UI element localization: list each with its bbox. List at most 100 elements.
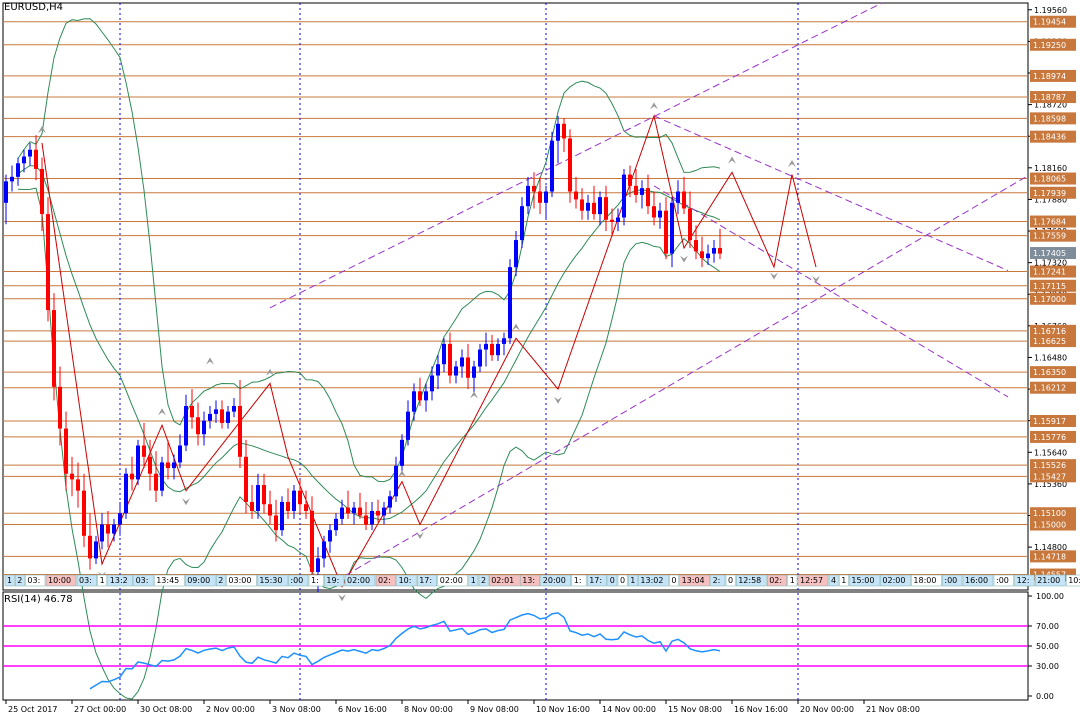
time-marker-label: 02: bbox=[378, 576, 391, 585]
candle-body bbox=[592, 202, 596, 215]
rsi-tick-label: 50.00 bbox=[1036, 642, 1059, 651]
time-marker-box bbox=[710, 574, 726, 587]
candle-body bbox=[442, 343, 446, 365]
time-marker-label: 13:02 bbox=[640, 576, 663, 585]
time-marker-box bbox=[838, 574, 849, 587]
candle-body bbox=[550, 140, 554, 192]
candle-body bbox=[520, 206, 524, 241]
candle-body bbox=[196, 417, 200, 435]
candle-body bbox=[706, 253, 710, 259]
level-price-tag bbox=[1030, 265, 1076, 278]
time-marker-box bbox=[880, 574, 911, 587]
level-price-label: 1.15776 bbox=[1033, 433, 1066, 442]
fractal-marker bbox=[338, 594, 346, 602]
rsi-tick-label: 100.00 bbox=[1036, 592, 1064, 601]
time-marker-box bbox=[45, 574, 77, 587]
candle-body bbox=[100, 524, 104, 542]
candle-body bbox=[688, 208, 692, 241]
candle-body bbox=[694, 240, 698, 252]
rsi-tick-label: 30.00 bbox=[1036, 662, 1059, 671]
candle-body bbox=[526, 185, 530, 207]
time-marker-label: 1 bbox=[7, 576, 12, 585]
level-price-label: 1.14718 bbox=[1033, 552, 1066, 561]
candle-body bbox=[4, 181, 8, 203]
candle-body bbox=[544, 191, 548, 203]
level-price-tag bbox=[1030, 366, 1076, 379]
candle-body bbox=[718, 247, 722, 254]
level-price-label: 1.15917 bbox=[1033, 417, 1066, 426]
time-marker-label: 21:00 bbox=[1037, 576, 1060, 585]
time-marker-box bbox=[76, 574, 97, 587]
candle-body bbox=[94, 541, 98, 559]
time-marker-label: 19: bbox=[326, 576, 339, 585]
trend-channel-line bbox=[269, 2, 883, 309]
chart-title: EURUSD,H4 bbox=[4, 2, 64, 13]
candle-body bbox=[640, 188, 644, 195]
level-price-label: 1.16625 bbox=[1033, 337, 1066, 346]
level-price-label: 1.15000 bbox=[1033, 521, 1066, 530]
fractal-marker bbox=[206, 357, 214, 365]
time-marker-label: 15:00 bbox=[851, 576, 874, 585]
candle-body bbox=[262, 485, 266, 505]
level-price-tag bbox=[1030, 130, 1076, 143]
time-marker-box bbox=[797, 574, 829, 587]
time-marker-label: 4 bbox=[831, 576, 836, 585]
price-tick-label: 1.15640 bbox=[1034, 448, 1067, 457]
candle-body bbox=[490, 343, 494, 356]
price-tick-label: 1.16480 bbox=[1034, 353, 1067, 362]
time-marker-label: 2 bbox=[481, 576, 486, 585]
candle-body bbox=[334, 518, 338, 531]
candle-body bbox=[58, 386, 62, 429]
fractal-marker bbox=[788, 159, 796, 167]
time-tick-label: 8 Nov 00:00 bbox=[404, 705, 453, 714]
candle-body bbox=[238, 405, 242, 457]
candle-body bbox=[136, 445, 140, 480]
level-price-label: 1.19250 bbox=[1033, 41, 1066, 50]
candle-body bbox=[460, 357, 464, 367]
level-price-tag bbox=[1030, 550, 1076, 563]
time-marker-box bbox=[1034, 574, 1066, 587]
candle-body bbox=[166, 462, 170, 469]
time-marker-label: 03: bbox=[79, 576, 92, 585]
time-marker-label: 1: bbox=[574, 576, 582, 585]
level-price-tag bbox=[1030, 172, 1076, 185]
candle-body bbox=[670, 202, 674, 254]
candle-body bbox=[448, 343, 452, 376]
time-marker-label: 02:01 bbox=[491, 576, 514, 585]
candle-body bbox=[406, 411, 410, 440]
candle-body bbox=[574, 191, 578, 200]
fractal-marker bbox=[812, 275, 820, 283]
time-marker-box bbox=[226, 574, 257, 587]
time-marker-label: 17: bbox=[419, 576, 432, 585]
level-price-tag bbox=[1030, 415, 1076, 428]
fractal-marker bbox=[728, 156, 736, 164]
level-price-tag bbox=[1030, 324, 1076, 337]
level-price-label: 1.18598 bbox=[1033, 114, 1066, 123]
candle-body bbox=[508, 267, 512, 339]
time-marker-box bbox=[375, 574, 396, 587]
bollinger-middle bbox=[17, 165, 721, 520]
time-marker-box bbox=[4, 574, 15, 587]
level-price-tag bbox=[1030, 470, 1076, 483]
candle-body bbox=[178, 445, 182, 463]
candle-body bbox=[562, 123, 566, 139]
level-price-tag bbox=[1030, 430, 1076, 443]
level-price-label: 1.18974 bbox=[1033, 72, 1066, 81]
time-marker-box bbox=[519, 574, 541, 587]
time-marker-label: 1 bbox=[471, 576, 476, 585]
price-tick-label: 1.15360 bbox=[1034, 480, 1067, 489]
candle-body bbox=[454, 366, 458, 376]
candle-body bbox=[568, 138, 572, 192]
time-tick-label: 16 Nov 16:00 bbox=[734, 705, 788, 714]
time-marker-label: 0 bbox=[620, 576, 625, 585]
time-marker-box bbox=[735, 574, 767, 587]
candle-body bbox=[148, 456, 152, 474]
time-marker-label: 12: bbox=[1017, 576, 1030, 585]
time-marker-box bbox=[107, 574, 133, 587]
fractal-marker bbox=[650, 102, 658, 110]
time-marker-box bbox=[416, 574, 438, 587]
time-marker-box bbox=[468, 574, 479, 587]
candle-body bbox=[358, 507, 362, 516]
candle-body bbox=[610, 219, 614, 222]
candle-body bbox=[130, 473, 134, 480]
